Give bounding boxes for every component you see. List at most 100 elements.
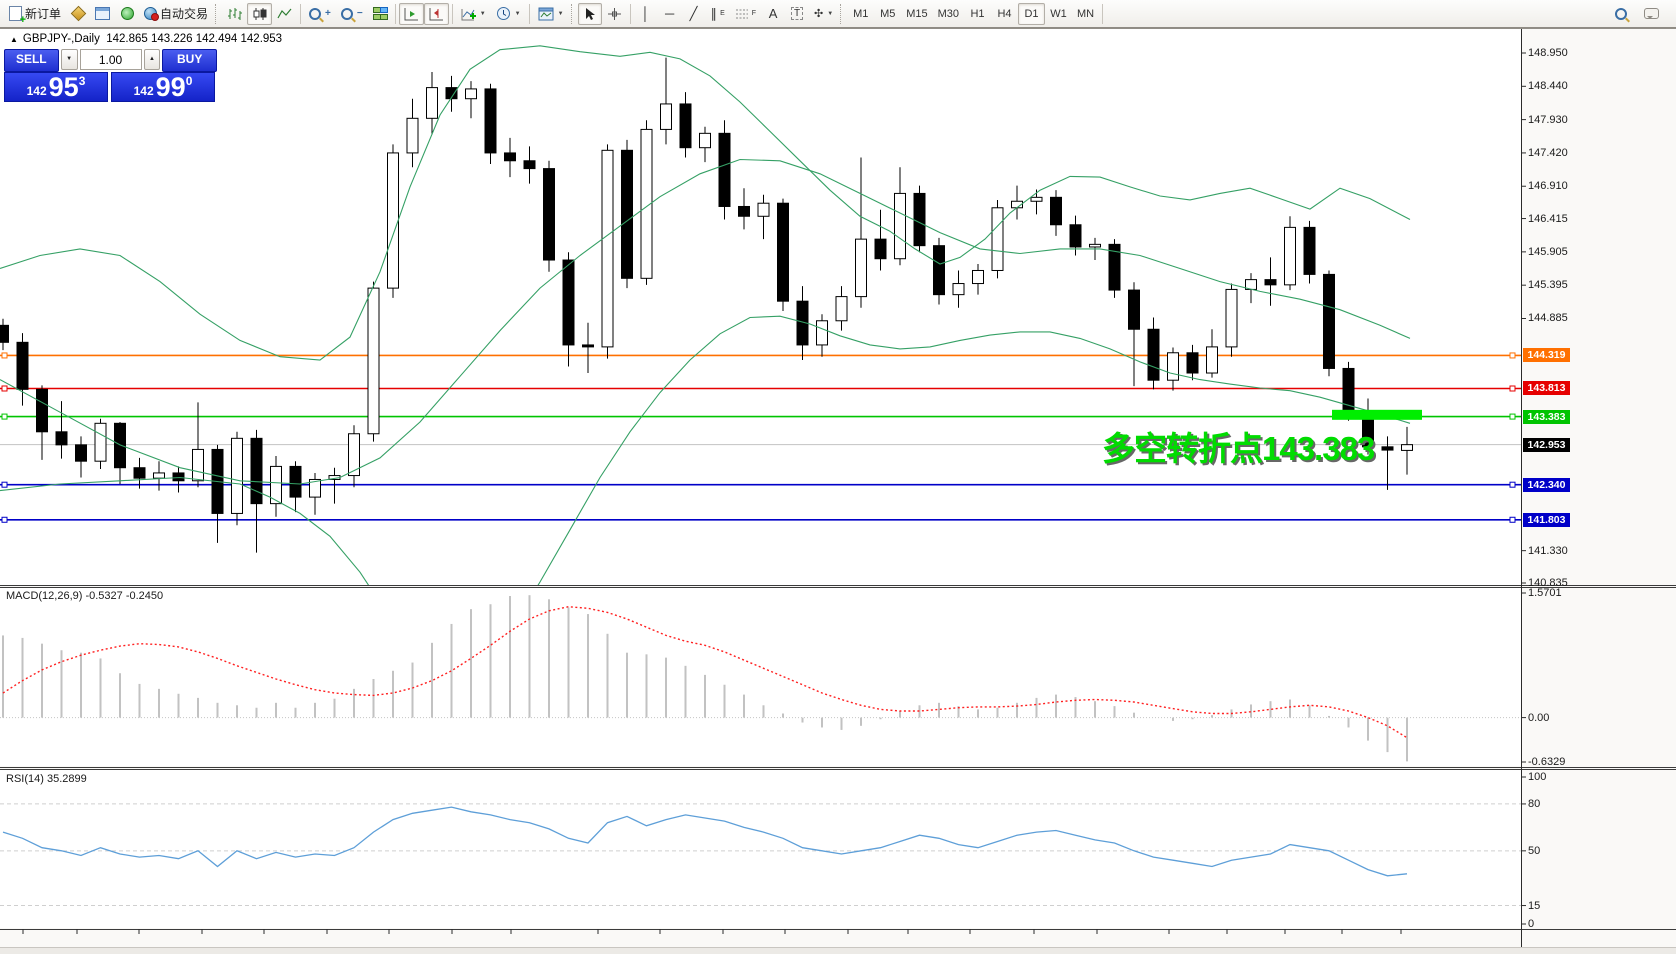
candlestick-chart-icon (253, 7, 267, 20)
hline-anchor[interactable] (1509, 481, 1516, 488)
candles-layer (0, 57, 1413, 553)
candle-body (933, 245, 945, 296)
tile-windows-button[interactable] (368, 3, 392, 25)
candle-body (1323, 273, 1335, 369)
timeframe-w1-button[interactable]: W1 (1050, 7, 1067, 20)
sell-price-big: 95 (48, 72, 79, 102)
buy-button[interactable]: BUY (162, 49, 217, 72)
clock-icon (496, 7, 510, 20)
main-panel-background (0, 29, 1521, 585)
candle-body (348, 433, 360, 477)
hline-anchor[interactable] (1509, 385, 1516, 392)
auto-scroll-button[interactable] (398, 2, 424, 25)
collapse-triangle-icon[interactable]: ▲ (10, 35, 18, 44)
timeframe-m30-button[interactable]: M30 (937, 7, 960, 20)
hline-anchor[interactable] (1, 516, 8, 523)
dropdown-arrow-icon: ▼ (557, 10, 564, 17)
candle-body (1050, 196, 1062, 226)
text-button[interactable]: A (761, 3, 785, 25)
candle-body (231, 437, 243, 514)
hline-anchor[interactable] (1, 385, 8, 392)
timeframe-mn-button[interactable]: MN (1077, 7, 1095, 20)
market-watch-button[interactable] (90, 3, 115, 25)
candle-body (36, 388, 48, 433)
candle-body (777, 202, 789, 302)
timeframe-m1-button[interactable]: M1 (853, 7, 869, 20)
candle-body (562, 259, 575, 346)
vertical-line-button[interactable]: │ (634, 3, 658, 25)
search-button[interactable] (1610, 3, 1635, 25)
channel-button[interactable]: ∥ E (706, 3, 730, 25)
candle-body (504, 152, 516, 162)
line-chart-icon (277, 8, 292, 18)
line-chart-button[interactable] (272, 3, 297, 25)
candle-body (835, 296, 848, 322)
macd-panel-background (0, 588, 1521, 766)
toolbar-separator (1102, 3, 1104, 24)
volume-decrease-button[interactable]: ▼ (60, 49, 78, 70)
rsi-line (2, 806, 1408, 877)
candle-body (75, 444, 87, 462)
candle-body (250, 437, 263, 505)
toolbar-separator (394, 3, 396, 24)
candle-body (445, 87, 458, 100)
auto-trading-button[interactable]: 自动交易 (139, 3, 213, 25)
toolbar-separator (451, 3, 453, 24)
fibonacci-button[interactable]: F (730, 3, 761, 25)
zoom-in-button[interactable]: + (304, 3, 336, 25)
candle-body (679, 103, 692, 149)
templates-button[interactable]: ▼ (533, 3, 569, 25)
cursor-button[interactable] (577, 2, 602, 25)
horizontal-line-button[interactable]: ─ (658, 3, 682, 25)
sound-button[interactable] (115, 3, 139, 25)
new-order-button[interactable]: 新订单 (4, 3, 66, 25)
candle-body (0, 324, 9, 343)
vertical-line-icon: │ (641, 6, 650, 21)
chat-button[interactable] (1639, 3, 1664, 25)
candle-body (192, 448, 204, 482)
hline-anchor[interactable] (1, 413, 8, 420)
candle-body (621, 149, 633, 279)
volume-input[interactable] (79, 49, 142, 70)
highlight-rectangle[interactable] (1332, 409, 1422, 420)
hline-anchor[interactable] (1, 481, 8, 488)
timeframe-m5-button[interactable]: M5 (880, 7, 896, 20)
sell-button[interactable]: SELL (4, 49, 59, 72)
volume-increase-button[interactable]: ▲ (143, 49, 161, 70)
timeframe-h1-button[interactable]: H1 (970, 7, 985, 20)
trendline-button[interactable]: ╱ (682, 3, 706, 25)
auto-trading-label: 自动交易 (160, 7, 209, 21)
ohlc-quote-label: 142.865 143.226 142.494 142.953 (106, 33, 283, 45)
buy-price-tile[interactable]: 142 99 0 (111, 72, 215, 102)
candle-body (718, 132, 731, 207)
templates-icon (538, 7, 554, 20)
hline-anchor[interactable] (1509, 413, 1516, 420)
candle-body (1381, 446, 1394, 451)
sell-price-tile[interactable]: 142 95 3 (4, 72, 108, 102)
periods-button[interactable]: ▼ (491, 3, 526, 25)
timeframe-h4-button[interactable]: H4 (997, 7, 1012, 20)
timeframe-d1-button[interactable]: D1 (1018, 2, 1046, 25)
candle-body (1167, 352, 1179, 381)
hline-anchor[interactable] (1509, 516, 1516, 523)
hline-anchor[interactable] (1509, 352, 1516, 359)
crosshair-button[interactable] (602, 3, 627, 25)
text-label-button[interactable]: T (785, 3, 809, 25)
hline-anchor[interactable] (1, 352, 8, 359)
candlestick-chart-button[interactable] (247, 2, 273, 25)
indicators-button[interactable]: ▼ (456, 3, 491, 25)
chart-shift-button[interactable] (423, 2, 449, 25)
candle-body (1264, 279, 1277, 286)
chart-profile-button[interactable] (66, 3, 90, 25)
bollinger-upper-line (0, 45, 1411, 361)
candle-body (55, 431, 68, 446)
zoom-out-button[interactable]: − (336, 3, 368, 25)
cursor-icon (586, 7, 596, 20)
candle-body (816, 320, 828, 346)
annotation-text[interactable]: 多空转折点143.383 (1102, 430, 1375, 467)
arrows-button[interactable]: ✣ ▼ (809, 3, 838, 25)
timeframe-m15-button[interactable]: M15 (906, 7, 928, 20)
bar-chart-button[interactable] (222, 3, 247, 25)
